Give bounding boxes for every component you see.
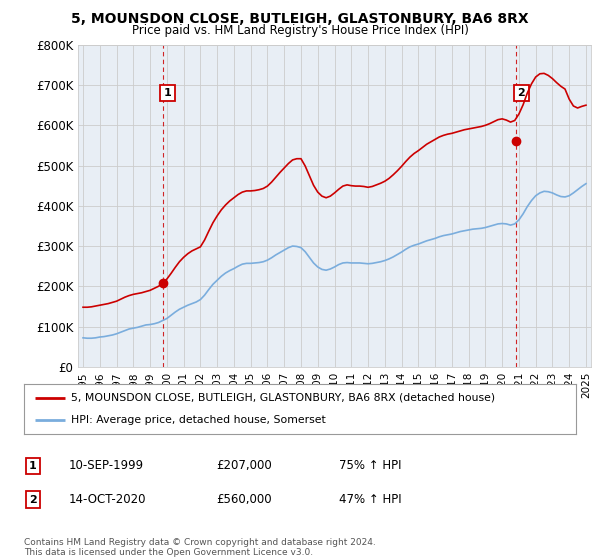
Text: 47% ↑ HPI: 47% ↑ HPI [339,493,401,506]
Text: Contains HM Land Registry data © Crown copyright and database right 2024.
This d: Contains HM Land Registry data © Crown c… [24,538,376,557]
Text: 75% ↑ HPI: 75% ↑ HPI [339,459,401,473]
Text: 5, MOUNSDON CLOSE, BUTLEIGH, GLASTONBURY, BA6 8RX (detached house): 5, MOUNSDON CLOSE, BUTLEIGH, GLASTONBURY… [71,393,495,403]
Text: 1: 1 [164,88,172,98]
Text: 14-OCT-2020: 14-OCT-2020 [69,493,146,506]
Text: 2: 2 [29,494,37,505]
Text: 2: 2 [518,88,526,98]
Text: 1: 1 [29,461,37,471]
Text: HPI: Average price, detached house, Somerset: HPI: Average price, detached house, Some… [71,415,326,425]
Text: £207,000: £207,000 [216,459,272,473]
Text: 5, MOUNSDON CLOSE, BUTLEIGH, GLASTONBURY, BA6 8RX: 5, MOUNSDON CLOSE, BUTLEIGH, GLASTONBURY… [71,12,529,26]
Text: £560,000: £560,000 [216,493,272,506]
Text: 10-SEP-1999: 10-SEP-1999 [69,459,144,473]
Text: Price paid vs. HM Land Registry's House Price Index (HPI): Price paid vs. HM Land Registry's House … [131,24,469,37]
